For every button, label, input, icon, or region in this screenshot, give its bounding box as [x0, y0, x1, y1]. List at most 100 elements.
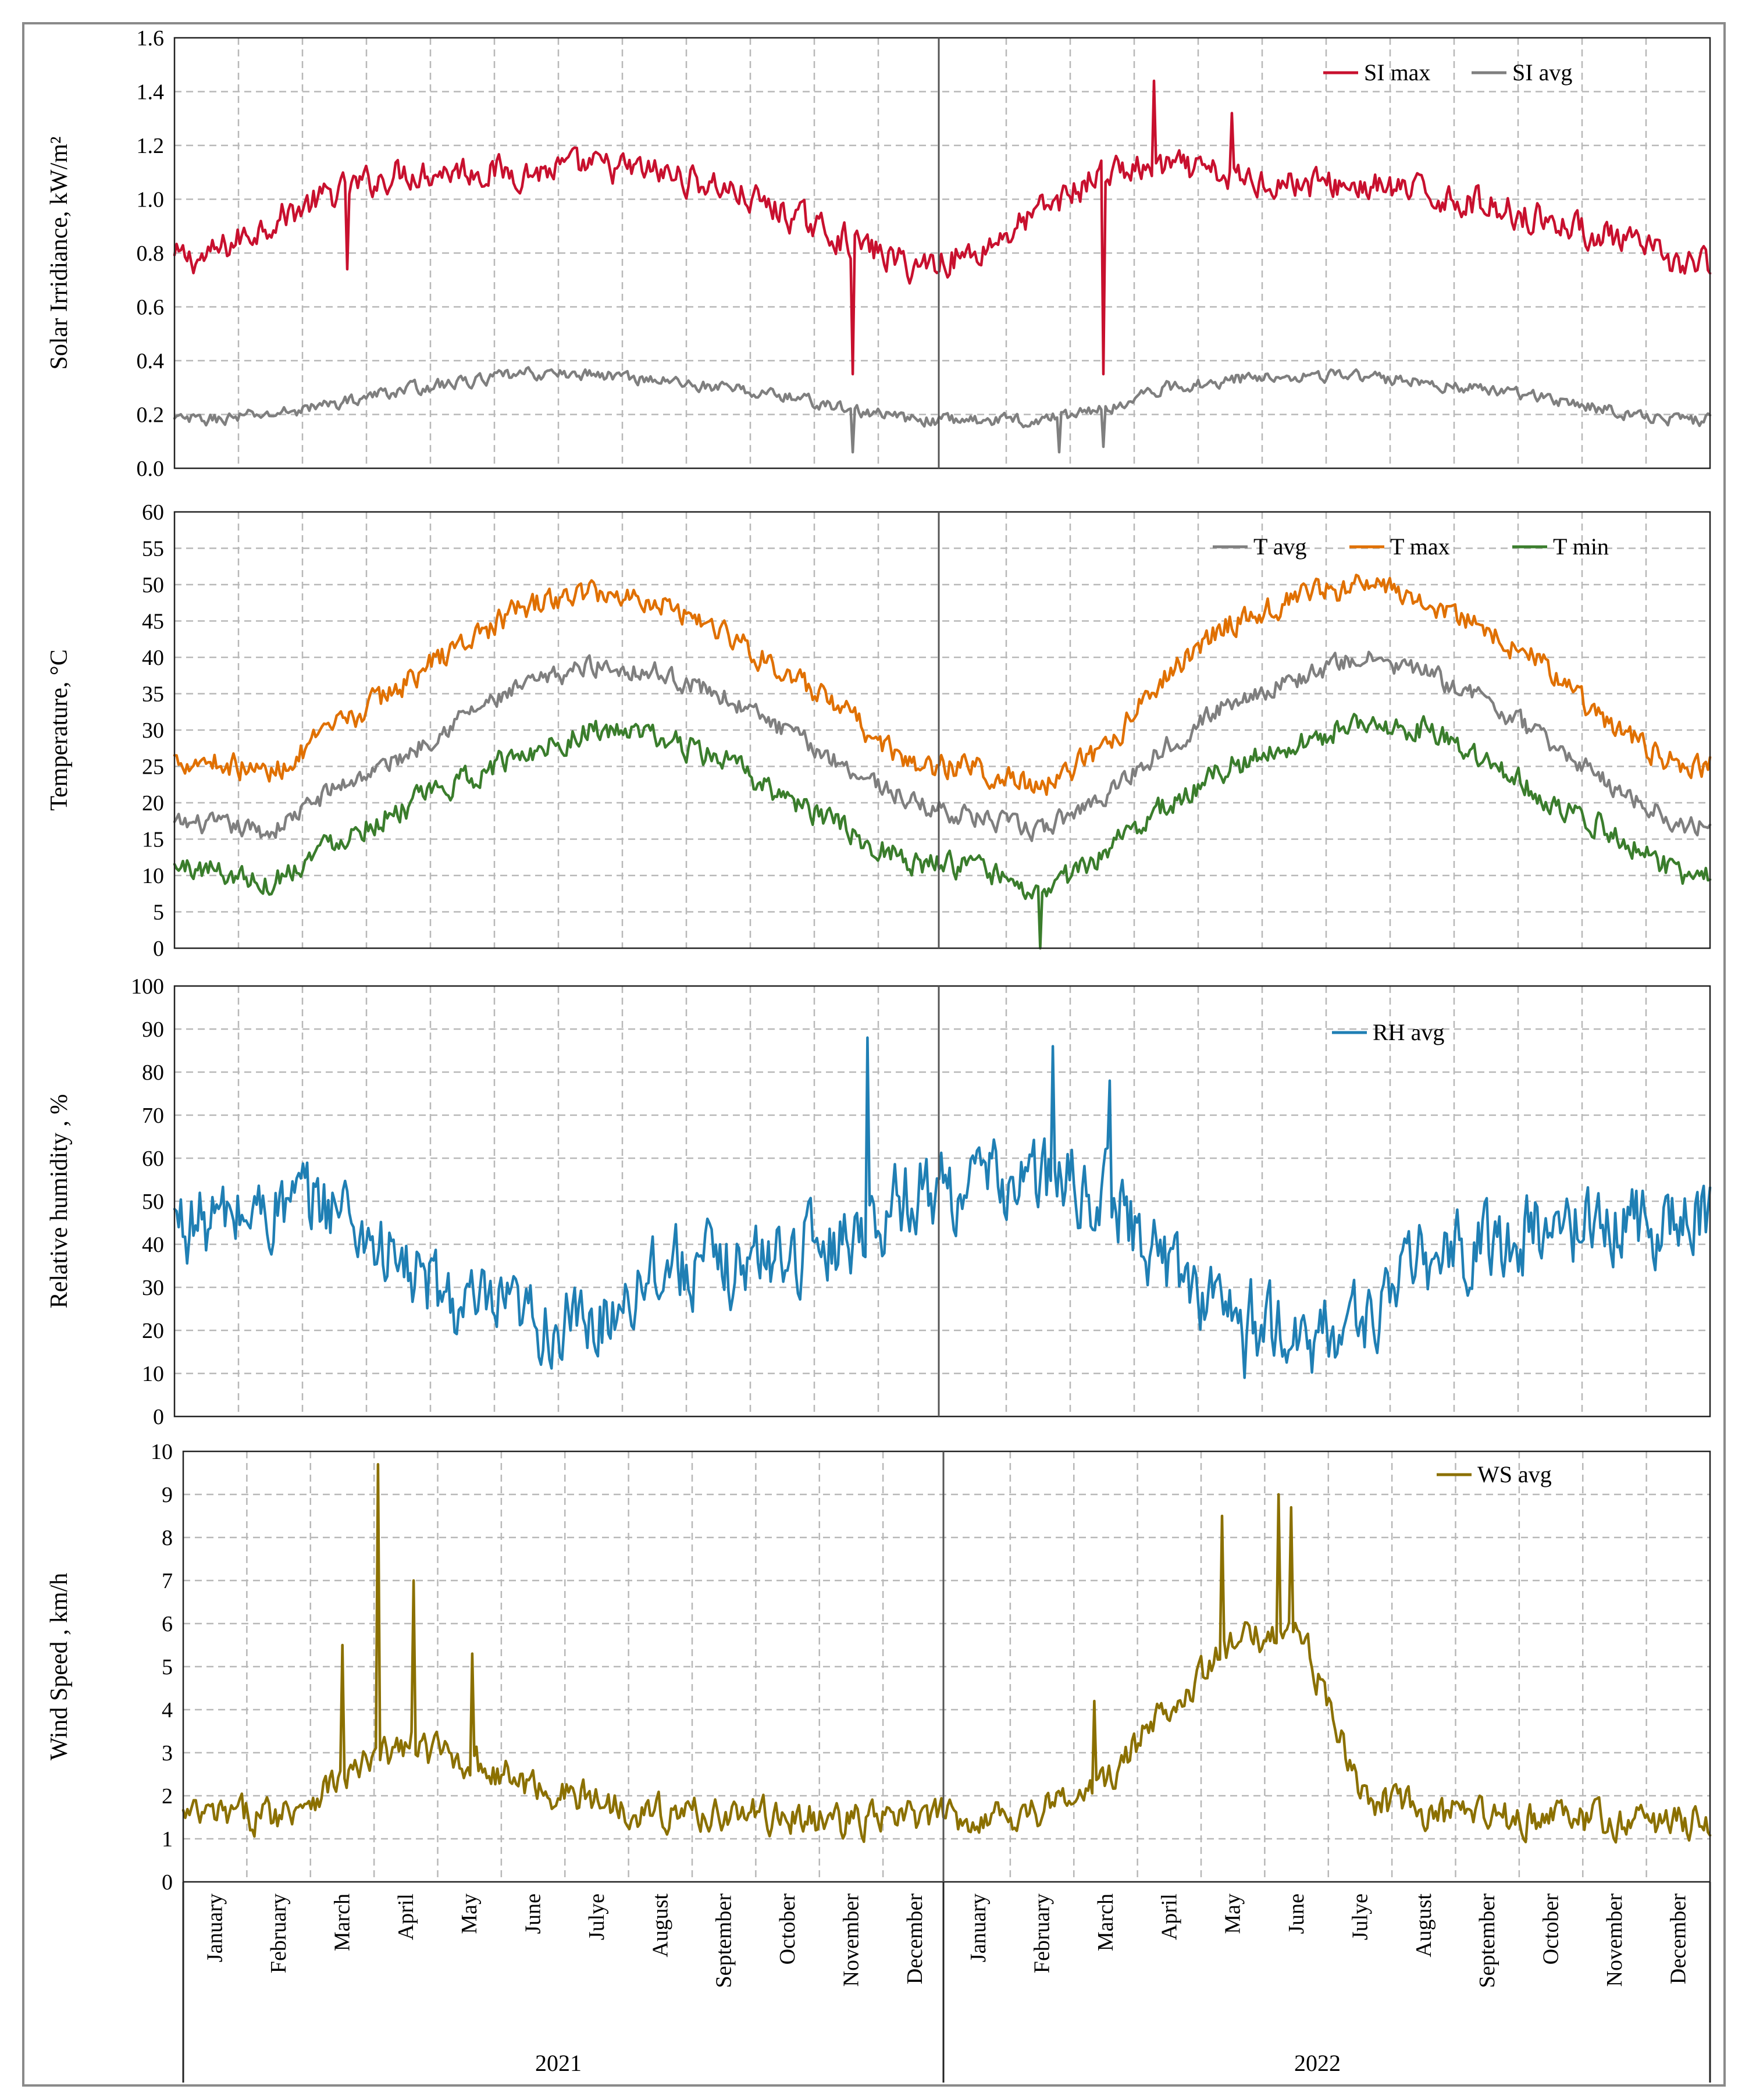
month-label: November	[839, 1893, 863, 1987]
wind-series	[181, 1462, 1712, 1844]
temperature-ytick-label: 15	[142, 828, 164, 852]
solar-irradiance-panel: 0.0 0.2 0.4 0.6 0.8 1.0 1.2 1.4 1.6 Solar Irridi…	[46, 26, 1712, 481]
month-label: Julye	[585, 1893, 609, 1940]
solar-ytick-label: 0.4	[137, 349, 165, 373]
humidity-series-rh-avg	[173, 1036, 1712, 1379]
temperature-series-t-max	[173, 574, 1712, 796]
legend-si-avg-label: SI avg	[1512, 59, 1572, 86]
figure-border	[22, 22, 1726, 2087]
wind-ytick-label: 1	[162, 1827, 173, 1852]
solar-series-si-avg	[173, 366, 1712, 454]
legend-t-avg-label: T avg	[1253, 533, 1306, 560]
humidity-panel: 0 10 20 30 40 50 60 70 80 90 100 Relative humidity…	[46, 974, 1712, 1429]
solar-ytick-label: 1.0	[137, 188, 165, 212]
month-label: Julye	[1348, 1893, 1372, 1940]
wind-ytick-label: 7	[162, 1569, 173, 1593]
month-label: May	[1221, 1893, 1245, 1934]
wind-series-ws-avg	[181, 1462, 1712, 1844]
month-label: January	[966, 1893, 991, 1962]
humidity-ytick-label: 80	[142, 1060, 164, 1085]
temperature-grid	[174, 512, 1710, 948]
temperature-y-axis-title: Temperature, °C	[46, 649, 73, 810]
month-label: February	[266, 1893, 291, 1973]
temperature-legend: T avg T max T min	[1213, 533, 1609, 560]
month-label: February	[1030, 1893, 1055, 1973]
month-label: January	[203, 1893, 227, 1962]
temperature-ytick-label: 60	[142, 500, 164, 525]
wind-y-axis-title: Wind Speed , km/h	[46, 1573, 73, 1761]
solar-y-axis-title: Solar Irridiance, kW/m²	[46, 137, 73, 370]
wind-legend: WS avg	[1437, 1461, 1552, 1487]
humidity-series	[173, 1036, 1712, 1379]
solar-ytick-label: 0.2	[137, 403, 165, 428]
solar-ytick-label: 1.2	[137, 134, 165, 158]
humidity-legend: RH avg	[1332, 1019, 1444, 1045]
wind-ytick-label: 2	[162, 1784, 173, 1809]
month-label: August	[1412, 1893, 1436, 1957]
x-axis: January February March April May June Julye Aug…	[182, 1882, 1711, 2083]
solar-legend: SI max SI avg	[1323, 59, 1572, 86]
humidity-ytick-label: 90	[142, 1017, 164, 1042]
year-label-2021: 2021	[535, 2050, 582, 2076]
month-label: April	[1157, 1893, 1181, 1940]
month-label: June	[521, 1893, 546, 1934]
solar-grid	[174, 38, 1710, 468]
humidity-ytick-label: 10	[142, 1362, 164, 1386]
solar-ytick-label: 1.6	[137, 26, 165, 51]
month-label: September	[712, 1893, 736, 1988]
humidity-y-axis-title: Relative humidity , %	[46, 1094, 73, 1309]
wind-speed-panel: 0 1 2 3 4 5 6 7 8 9 10 Wind Speed , km/h WS avg	[46, 1440, 1712, 1895]
temperature-ytick-label: 50	[142, 573, 164, 597]
legend-t-min-label: T min	[1553, 533, 1609, 560]
humidity-ytick-label: 100	[131, 974, 164, 999]
humidity-ytick-label: 70	[142, 1104, 164, 1128]
month-label: May	[457, 1893, 482, 1934]
wind-grid	[183, 1451, 1710, 1882]
month-label: December	[903, 1893, 927, 1984]
wind-ytick-label: 10	[151, 1440, 173, 1464]
temperature-ytick-label: 45	[142, 610, 164, 634]
month-label: March	[330, 1893, 354, 1951]
month-label: October	[775, 1893, 800, 1965]
solar-ytick-label: 0.8	[137, 241, 165, 266]
wind-y-ticks: 0 1 2 3 4 5 6 7 8 9 10	[151, 1440, 173, 1895]
legend-t-max-label: T max	[1390, 533, 1450, 560]
legend-ws-avg-label: WS avg	[1477, 1461, 1552, 1487]
temperature-series-t-avg	[173, 650, 1712, 842]
temperature-series	[173, 574, 1712, 950]
month-label: June	[1284, 1893, 1309, 1934]
year-label-2022: 2022	[1294, 2050, 1341, 2076]
humidity-ytick-label: 40	[142, 1233, 164, 1257]
humidity-ytick-label: 50	[142, 1190, 164, 1214]
temperature-ytick-label: 25	[142, 755, 164, 780]
humidity-ytick-label: 20	[142, 1319, 164, 1343]
temperature-ytick-label: 20	[142, 791, 164, 816]
month-label: December	[1666, 1893, 1690, 1984]
month-label: April	[394, 1893, 418, 1940]
month-label: March	[1093, 1893, 1118, 1951]
temperature-y-ticks: 0 5 10 15 20 25 30 35 40 45 50 55 60	[142, 500, 164, 961]
month-label: November	[1602, 1893, 1627, 1987]
wind-ytick-label: 3	[162, 1741, 173, 1766]
temperature-ytick-label: 40	[142, 646, 164, 670]
temperature-panel: 0 5 10 15 20 25 30 35 40 45 50 55 60 Temperature, °C…	[46, 500, 1712, 961]
wind-ytick-label: 8	[162, 1526, 173, 1550]
temperature-ytick-label: 10	[142, 864, 164, 888]
wind-plot-frame	[182, 1450, 1711, 1883]
temperature-ytick-label: 55	[142, 537, 164, 561]
humidity-ytick-label: 0	[153, 1405, 164, 1429]
wind-ytick-label: 4	[162, 1698, 173, 1722]
solar-ytick-label: 1.4	[137, 80, 165, 105]
humidity-ytick-label: 60	[142, 1147, 164, 1171]
month-labels: January February March April May June Julye Aug…	[203, 1893, 1691, 1988]
temperature-series-t-min	[173, 713, 1712, 950]
month-label: August	[648, 1893, 672, 1957]
legend-si-max-label: SI max	[1364, 59, 1430, 86]
temperature-ytick-label: 0	[153, 937, 164, 961]
wind-ytick-label: 9	[162, 1483, 173, 1507]
temperature-plot-frame	[173, 511, 1711, 949]
legend-rh-avg-label: RH avg	[1373, 1019, 1444, 1045]
solar-series	[173, 79, 1712, 454]
solar-y-ticks: 0.0 0.2 0.4 0.6 0.8 1.0 1.2 1.4 1.6	[137, 26, 165, 481]
